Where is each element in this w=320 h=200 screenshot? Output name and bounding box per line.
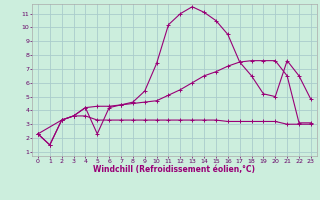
X-axis label: Windchill (Refroidissement éolien,°C): Windchill (Refroidissement éolien,°C) <box>93 165 255 174</box>
